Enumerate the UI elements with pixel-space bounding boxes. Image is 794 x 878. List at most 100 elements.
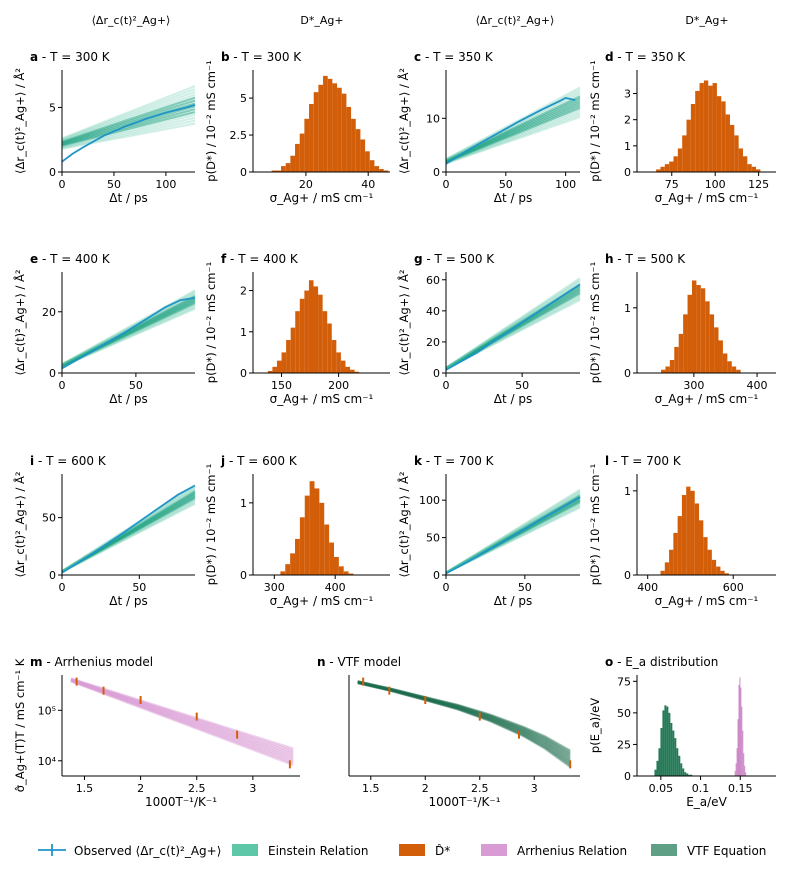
histogram-bar [304, 118, 310, 172]
histogram-bar [365, 151, 370, 172]
histogram-bar [721, 101, 726, 172]
histogram-bar [332, 83, 338, 172]
histogram-bar [319, 502, 325, 575]
y-axis-label: p(D*) / 10⁻² mS cm⁻¹ [588, 464, 602, 585]
x-tick-label: 20 [299, 178, 313, 191]
x-tick-label: 2.5 [188, 782, 206, 795]
arrhenius-band-line [70, 678, 294, 754]
histogram-bar [661, 369, 666, 373]
einstein-line [61, 90, 196, 142]
histogram-bar [369, 160, 375, 172]
ea-histogram-bar-vtf [742, 730, 744, 776]
panel-n: 1.5 2 2.5 3 n - VTF model 1000T⁻¹/K⁻¹ [317, 655, 580, 809]
plot-area-h [661, 280, 741, 373]
ea-histogram-bar-vtf [735, 763, 737, 776]
y-tick-label: 1 [240, 326, 247, 339]
einstein-line [445, 488, 581, 574]
vtf-band-line [357, 680, 571, 756]
arrhenius-band-line [70, 679, 294, 767]
arrhenius-band-line [70, 679, 294, 765]
y-axis-label: ⟨Δr_c(t)²_Ag+⟩ / Å² [12, 270, 27, 376]
x-axis-label: 1000T⁻¹/K⁻¹ [145, 795, 217, 809]
ea-histogram-bar-einstein [660, 728, 663, 776]
panel-letter: e [30, 252, 38, 266]
histogram-bar [703, 537, 708, 575]
histogram-bar [318, 294, 323, 373]
histogram-bar [345, 366, 351, 373]
histogram-bar [281, 166, 286, 172]
einstein-line [445, 86, 581, 161]
y-tick-label: 10 [426, 112, 440, 125]
einstein-line [445, 280, 581, 369]
y-tick-label: 10⁵ [38, 704, 56, 717]
histogram-bar [691, 280, 697, 373]
histogram-bar [695, 90, 700, 172]
einstein-line [61, 307, 196, 368]
histogram-bar [337, 87, 342, 172]
histogram-bar [280, 571, 286, 575]
legend-swatch-dstar [399, 844, 425, 856]
legend-swatch-vtf [651, 844, 677, 856]
y-tick-label: 50 [426, 532, 440, 545]
plot-area-g [445, 277, 581, 371]
plot-area-o [654, 677, 747, 776]
panel-b: 20 40 0 2.5 5 b - T = 300 K σ_Ag+ / mS cm⁻¹ p(D… [204, 50, 390, 205]
observed-msd-line [61, 104, 196, 163]
panel-title-text: - T = 400 K [38, 252, 111, 266]
histogram-bar [699, 83, 704, 172]
histogram-bar [290, 155, 296, 172]
arrhenius-band-line [70, 677, 294, 750]
histogram-bar [712, 83, 717, 172]
x-axis-label: Δt / ps [109, 392, 147, 406]
panel-title-text: - T = 300 K [230, 50, 303, 64]
panel-title-text: - T = 350 K [614, 50, 687, 64]
panel-d: 75 100 125 0 1 2 3 d - T = 350 K σ_Ag+ / mS cm⁻¹… [588, 50, 776, 205]
panel-l: 400 600 0 1 l - T = 700 K σ_Ag+ / mS cm⁻¹ p(D*… [588, 454, 776, 608]
histogram-bar [683, 314, 688, 373]
histogram-bar [751, 166, 757, 172]
histogram-bar [276, 360, 282, 373]
histogram-bar [290, 327, 296, 373]
panel-title-text: - T = 300 K [38, 50, 111, 64]
einstein-line [445, 278, 581, 369]
x-tick-label: 100 [555, 178, 576, 191]
x-tick-label: 2 [422, 782, 429, 795]
y-axis-label: σ̂_Ag+(T)T / mS cm⁻¹ K [13, 658, 27, 792]
y-tick-label: 0 [240, 367, 247, 380]
arrhenius-band-line [70, 678, 294, 756]
histogram-bar [686, 486, 691, 575]
legend-item-einstein: Einstein Relation [232, 844, 368, 858]
y-tick-label: 40 [426, 305, 440, 318]
histogram-bar [267, 370, 273, 373]
y-tick-label: 0 [624, 166, 631, 179]
x-tick-label: 50 [107, 178, 121, 191]
histogram-bar [687, 294, 692, 373]
panel-title: o - E_a distribution [605, 655, 718, 669]
y-tick-label: 5 [49, 101, 56, 114]
histogram-bar [742, 156, 748, 172]
vtf-band-line [357, 681, 571, 767]
legend-item-vtf: VTF Equation [651, 844, 766, 858]
panel-letter: i [30, 454, 34, 468]
panel-title-text: - T = 500 K [423, 252, 496, 266]
histogram-bar [290, 553, 296, 575]
y-axis-label: ⟨Δr_c(t)²_Ag+⟩ / Å² [396, 68, 411, 174]
panel-title: k - T = 700 K [414, 454, 495, 468]
legend: Observed ⟨Δr_c(t)²_Ag+⟩ Einstein Relation… [38, 844, 766, 858]
panel-c: 0 50 100 0 10 c - T = 350 K Δt / ps ⟨Δr_c(t)²_A… [396, 50, 581, 205]
einstein-line [61, 122, 196, 150]
histogram-bar [309, 481, 315, 575]
panel-letter: m [30, 655, 43, 669]
y-tick-label: 2 [624, 114, 631, 127]
x-tick-label: 50 [129, 379, 143, 392]
histogram-bar [299, 517, 305, 575]
histogram-bar [350, 369, 355, 373]
ea-histogram-bar-vtf [745, 772, 747, 776]
vtf-band-line [357, 681, 571, 761]
vtf-band-line [357, 680, 571, 754]
histogram-bar [756, 169, 761, 172]
einstein-line [61, 85, 196, 140]
y-tick-label: 2.5 [230, 129, 248, 142]
observed-msd-line [445, 496, 581, 575]
einstein-line [61, 292, 196, 366]
